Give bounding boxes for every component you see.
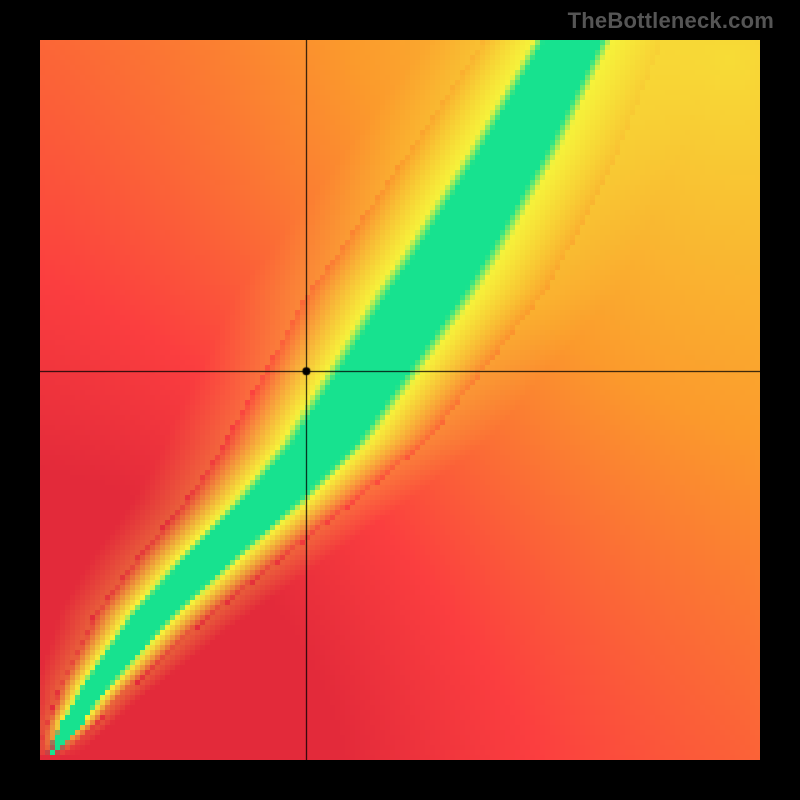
- crosshair-overlay: [40, 40, 760, 760]
- watermark: TheBottleneck.com: [568, 8, 774, 34]
- chart-container: TheBottleneck.com: [0, 0, 800, 800]
